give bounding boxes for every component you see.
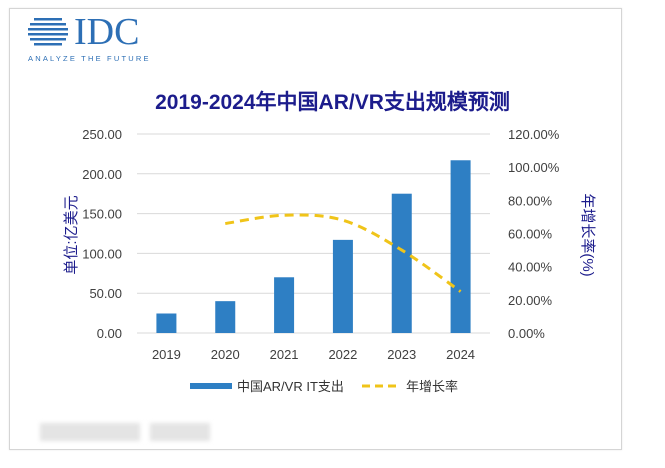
x-tick-label: 2020 [211, 347, 240, 362]
blurred-watermark [40, 423, 140, 441]
bar-series [156, 160, 471, 333]
y2-tick-label: 120.00% [508, 127, 560, 142]
x-tick-label: 2021 [270, 347, 299, 362]
logo-text: IDC [74, 11, 140, 53]
chart-title: 2019-2024年中国AR/VR支出规模预测 [155, 91, 510, 114]
y-tick-label: 150.00 [82, 207, 122, 222]
x-tick-label: 2022 [328, 347, 357, 362]
y-tick-label: 250.00 [82, 127, 122, 142]
x-axis-ticks: 2019 2020 2021 2022 2023 2024 [152, 347, 475, 362]
gridlines [137, 133, 490, 334]
y2-axis-ticks: 0.00% 20.00% 40.00% 60.00% 80.00% 100.00% 120.… [508, 127, 560, 341]
y-axis-ticks: 0.00 50.00 100.00 150.00 200.00 250.00 [82, 127, 122, 341]
bar [332, 239, 353, 333]
y2-tick-label: 20.00% [508, 293, 553, 308]
logo-stripes-icon [28, 18, 68, 46]
y-axis-label: 单位:亿美元 [63, 195, 80, 274]
growth-rate-line [225, 213, 462, 293]
bar [215, 301, 236, 333]
y2-tick-label: 80.00% [508, 193, 553, 208]
y2-tick-label: 60.00% [508, 227, 553, 242]
y-tick-label: 100.00 [82, 246, 122, 261]
legend-label-bar: 中国AR/VR IT支出 [237, 379, 344, 394]
y-tick-label: 200.00 [82, 167, 122, 182]
legend: 中国AR/VR IT支出 年增长率 [190, 379, 458, 394]
x-tick-label: 2024 [446, 347, 475, 362]
legend-label-line: 年增长率 [406, 379, 458, 394]
bar [274, 277, 295, 333]
bar [450, 160, 471, 333]
bar [391, 193, 412, 333]
y2-tick-label: 40.00% [508, 260, 553, 275]
y-tick-label: 50.00 [89, 286, 122, 301]
bar [156, 313, 177, 333]
idc-logo: IDC ANALYZE THE FUTURE [28, 11, 168, 64]
y2-tick-label: 0.00% [508, 326, 545, 341]
chart-frame [9, 8, 622, 450]
x-tick-label: 2023 [387, 347, 416, 362]
legend-swatch-bar [190, 383, 232, 389]
blurred-watermark [150, 423, 210, 441]
x-tick-label: 2019 [152, 347, 181, 362]
logo-tagline: ANALYZE THE FUTURE [28, 54, 151, 63]
y2-axis-label: 年增长率(%) [579, 193, 596, 276]
y-tick-label: 0.00 [97, 326, 122, 341]
line-series [225, 213, 462, 293]
y2-tick-label: 100.00% [508, 160, 560, 175]
